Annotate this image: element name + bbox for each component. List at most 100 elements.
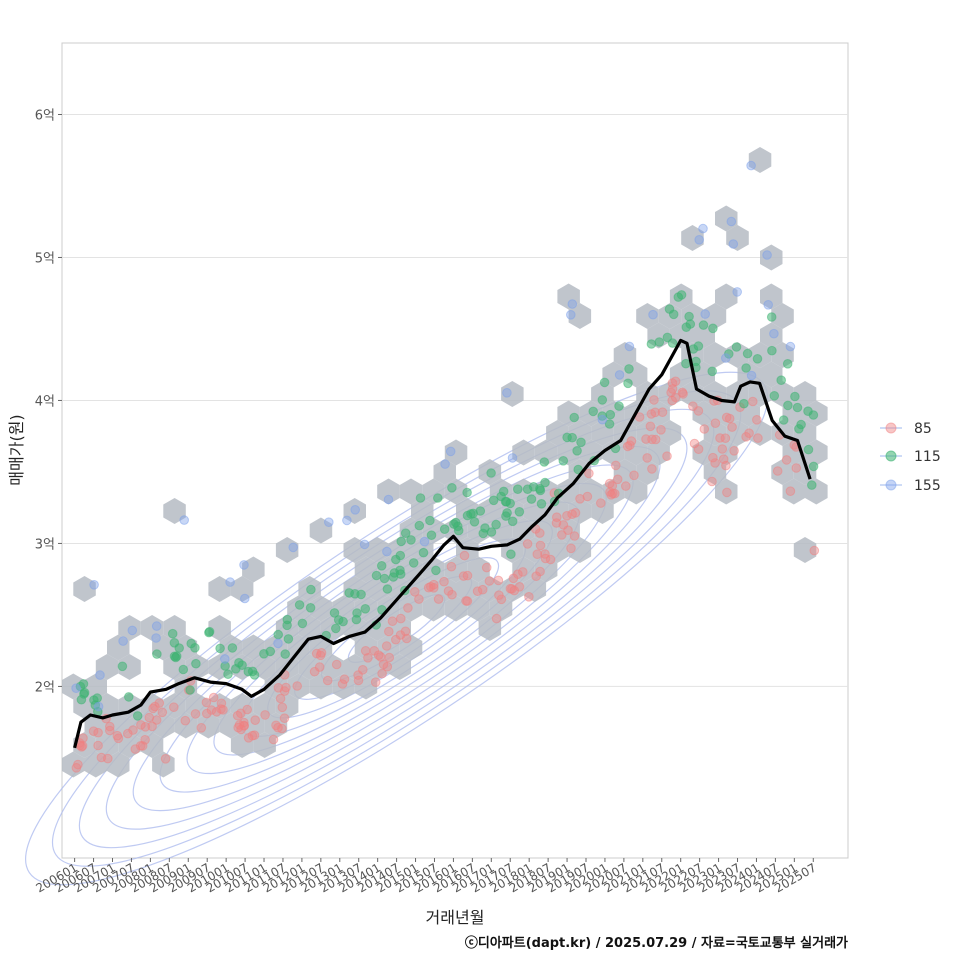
scatter-point-196 — [381, 641, 392, 651]
scatter-point-440 — [419, 536, 430, 547]
hex-cell-141 — [62, 673, 85, 700]
hex-cell-15 — [546, 537, 569, 563]
scatter-point-60 — [322, 675, 333, 686]
scatter-point-125 — [358, 665, 368, 675]
hex-cell-94 — [163, 693, 186, 719]
scatter-point-82 — [710, 418, 721, 429]
scatter-point-94 — [753, 433, 763, 443]
scatter-point-335 — [803, 444, 814, 455]
hex-cell-30 — [715, 439, 738, 466]
hex-cell-215 — [95, 654, 119, 680]
hex-cell-167 — [163, 654, 186, 680]
hex-cell-221 — [557, 283, 580, 310]
hex-cell-37 — [253, 732, 276, 758]
scatter-point-398 — [395, 565, 405, 576]
scatter-point-353 — [259, 649, 269, 659]
hex-cell-95 — [253, 693, 276, 719]
scatter-point-239 — [693, 341, 704, 351]
scatter-point-317 — [507, 516, 518, 527]
scatter-point-59 — [562, 511, 572, 521]
scatter-point-27 — [446, 561, 457, 572]
scatter-point-66 — [752, 415, 762, 425]
scatter-point-450 — [350, 505, 361, 515]
scatter-point-340 — [132, 711, 143, 721]
scatter-point-38 — [708, 452, 718, 463]
scatter-point-156 — [535, 566, 545, 577]
scatter-point-396 — [215, 643, 225, 654]
scatter-point-75 — [727, 422, 737, 432]
scatter-point-263 — [400, 528, 411, 539]
scatter-point-428 — [440, 459, 450, 469]
scatter-points — [71, 160, 820, 773]
scatter-point-145 — [642, 453, 653, 463]
scatter-point-414 — [648, 309, 658, 320]
scatter-point-283 — [152, 649, 162, 659]
legend-label-85: 85 — [914, 421, 932, 437]
scatter-point-25 — [596, 498, 606, 508]
scatter-point-220 — [645, 421, 656, 432]
scatter-point-161 — [370, 677, 381, 688]
scatter-point-201 — [71, 763, 82, 773]
scatter-point-279 — [220, 661, 230, 671]
scatter-point-225 — [77, 741, 88, 751]
hex-cell-216 — [703, 342, 727, 368]
scatter-point-138 — [491, 613, 502, 624]
scatter-point-385 — [282, 614, 293, 625]
scatter-point-285 — [623, 378, 633, 389]
hex-cell-67 — [399, 595, 423, 622]
scatter-point-388 — [514, 507, 525, 517]
scatter-point-451 — [220, 654, 230, 664]
scatter-point-368 — [352, 608, 362, 618]
hex-cell-40 — [230, 732, 254, 758]
scatter-point-164 — [621, 481, 631, 491]
scatter-point-349 — [502, 508, 512, 518]
scatter-point-120 — [657, 407, 668, 418]
scatter-point-310 — [684, 311, 694, 322]
scatter-point-445 — [732, 287, 743, 297]
scatter-point-175 — [339, 674, 350, 685]
hex-cell-77 — [152, 751, 175, 778]
hex-cell-76 — [523, 576, 547, 602]
scatter-point-449 — [359, 539, 370, 550]
scatter-point-448 — [566, 310, 576, 320]
hex-cell-224 — [715, 283, 738, 310]
scatter-point-342 — [169, 651, 180, 662]
scatter-point-399 — [605, 409, 616, 420]
scatter-point-0 — [277, 702, 288, 713]
scatter-point-191 — [720, 433, 731, 444]
scatter-point-422 — [746, 160, 756, 171]
scatter-point-332 — [766, 312, 777, 322]
scatter-point-425 — [240, 593, 250, 604]
scatter-point-61 — [443, 586, 454, 596]
scatter-point-406 — [588, 406, 599, 417]
hex-cell-214 — [760, 283, 783, 310]
scatter-point-334 — [396, 536, 407, 547]
scatter-point-185 — [395, 630, 406, 640]
scatter-point-188 — [260, 710, 270, 720]
scatter-point-112 — [410, 587, 420, 597]
hex-cell-64 — [748, 420, 772, 446]
scatter-point-429 — [507, 453, 518, 463]
scatter-point-299 — [783, 400, 793, 411]
scatter-point-439 — [93, 701, 104, 712]
scatter-point-208 — [423, 582, 434, 593]
scatter-point-375 — [76, 694, 87, 705]
scatter-point-229 — [103, 753, 113, 764]
scatter-point-370 — [418, 547, 429, 558]
scatter-point-322 — [462, 487, 472, 498]
hex-cell-34 — [658, 381, 682, 407]
scatter-point-254 — [792, 402, 803, 413]
scatter-point-179 — [140, 722, 151, 732]
scatter-point-137 — [190, 709, 201, 719]
y-tick-label-3: 5억 — [35, 251, 55, 266]
scatter-point-129 — [721, 460, 731, 471]
hex-cell-206 — [760, 322, 783, 349]
scatter-point-241 — [191, 658, 201, 669]
hex-cell-98 — [715, 478, 738, 505]
scatter-point-268 — [778, 415, 789, 425]
scatter-point-371 — [599, 377, 610, 388]
scatter-point-434 — [502, 388, 512, 398]
scatter-point-270 — [572, 446, 582, 456]
scatter-point-198 — [677, 387, 688, 398]
